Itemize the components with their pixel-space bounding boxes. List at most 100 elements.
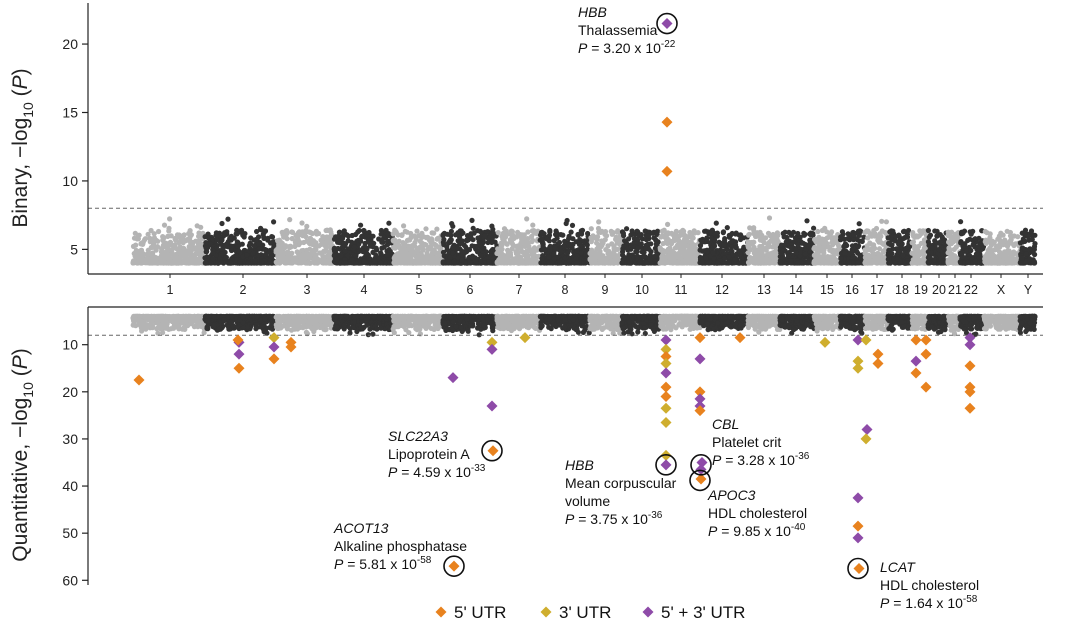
background-point (255, 241, 262, 247)
background-point (361, 227, 367, 234)
background-point (692, 230, 698, 236)
background-point (752, 260, 759, 266)
background-point (305, 260, 311, 266)
background-point (145, 231, 151, 237)
background-point (259, 259, 265, 265)
background-point (997, 241, 1004, 247)
background-point (970, 242, 976, 248)
background-point (677, 250, 683, 256)
background-point (467, 259, 473, 266)
background-point (251, 243, 257, 249)
background-point (144, 255, 150, 261)
background-point (1027, 246, 1033, 252)
background-point (219, 237, 225, 243)
background-point (732, 257, 738, 263)
background-point (700, 248, 707, 254)
background-point (624, 246, 631, 252)
chromosome-label: 9 (602, 283, 609, 297)
background-point (710, 249, 716, 256)
background-point (566, 258, 573, 264)
background-point (659, 233, 665, 239)
background-point (208, 260, 214, 266)
background-point (733, 231, 739, 237)
background-point (334, 256, 340, 263)
background-point (203, 260, 209, 266)
background-point (564, 250, 571, 256)
background-point (602, 260, 608, 266)
background-point (770, 254, 776, 260)
background-point (846, 260, 853, 266)
background-point (323, 244, 329, 250)
background-point (990, 259, 996, 265)
background-point (450, 223, 456, 229)
background-point (325, 237, 331, 243)
background-point (612, 253, 618, 259)
background-point (204, 244, 210, 251)
background-point (841, 243, 847, 249)
background-point (178, 253, 184, 259)
background-point (269, 234, 276, 240)
background-point (584, 242, 590, 248)
background-point (820, 240, 826, 246)
background-point (288, 244, 294, 250)
background-point (501, 258, 508, 265)
background-point (392, 254, 398, 260)
background-point (323, 260, 329, 266)
background-point (647, 257, 653, 263)
background-point (965, 260, 971, 266)
background-point (265, 235, 271, 241)
background-point (131, 259, 137, 265)
background-point (423, 226, 429, 232)
chromosome-label: 2 (240, 283, 247, 297)
background-point (781, 234, 787, 240)
background-point (428, 239, 434, 245)
background-point (510, 259, 516, 265)
background-point (551, 256, 558, 262)
background-point (331, 245, 337, 251)
background-point (953, 244, 959, 250)
background-point (905, 244, 911, 250)
background-point (677, 232, 683, 238)
background-point (419, 230, 425, 236)
background-point (450, 245, 456, 251)
background-point (316, 230, 322, 237)
background-point (838, 234, 844, 240)
background-point (385, 231, 391, 237)
background-point (199, 251, 205, 257)
background-point (498, 249, 504, 255)
background-point (420, 241, 426, 247)
background-point (227, 260, 233, 266)
background-point (660, 240, 666, 247)
background-point (478, 252, 484, 259)
background-point (522, 243, 528, 249)
background-point (795, 260, 801, 266)
background-point (181, 232, 187, 238)
background-point (728, 247, 734, 253)
background-point (766, 215, 773, 221)
background-point (162, 253, 168, 259)
background-point (673, 228, 679, 234)
background-point (459, 257, 465, 263)
background-point (245, 260, 251, 266)
background-point (228, 247, 235, 254)
background-point (728, 239, 735, 245)
background-point (195, 251, 201, 257)
background-point (812, 257, 819, 263)
background-point (997, 251, 1004, 257)
background-point (177, 244, 183, 250)
background-point (269, 239, 276, 245)
background-point (641, 254, 647, 260)
background-point (815, 228, 821, 235)
background-point (473, 259, 479, 265)
background-point (786, 253, 792, 259)
background-point (879, 260, 885, 266)
background-point (202, 255, 208, 261)
background-point (673, 259, 679, 266)
background-point (588, 226, 594, 232)
background-point (181, 247, 187, 253)
background-point (528, 247, 534, 253)
background-point (132, 253, 138, 259)
background-point (256, 246, 263, 252)
background-point (960, 230, 966, 236)
